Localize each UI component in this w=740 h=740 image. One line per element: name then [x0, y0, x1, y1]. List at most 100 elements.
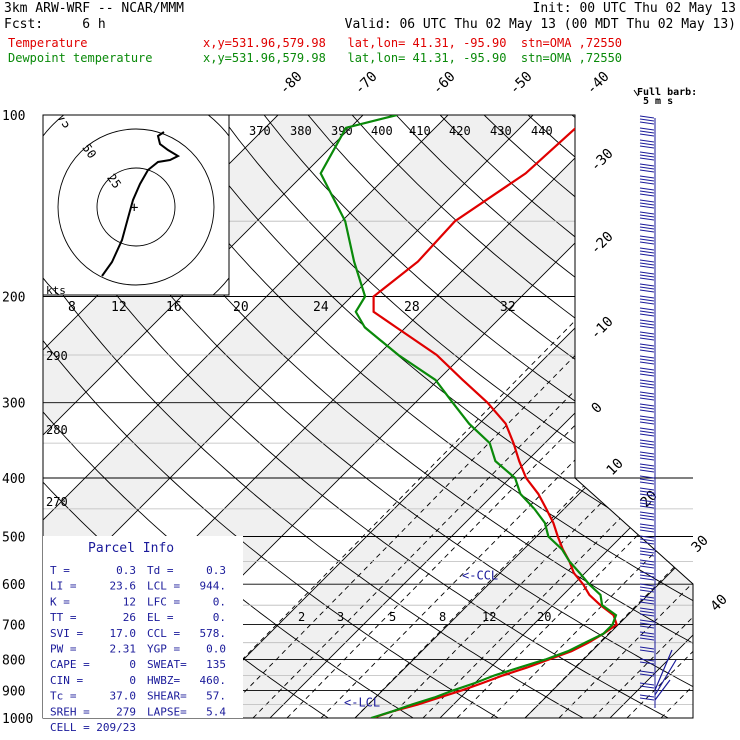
parcel-info-key: LFC = — [147, 595, 180, 608]
wind-barb — [639, 631, 655, 641]
isotherm — [426, 115, 693, 718]
mixing-ratio-label-low: 5 — [389, 610, 396, 624]
parcel-info-value: 0. — [213, 595, 226, 608]
pressure-label: 500 — [2, 531, 25, 546]
pressure-label: 200 — [2, 291, 25, 306]
mixing-ratio-label: 8 — [68, 300, 76, 315]
parcel-info-value: 57. — [206, 690, 226, 703]
moist-adiabat — [695, 297, 740, 719]
parcel-info-value: 209/23 — [96, 721, 136, 734]
parcel-info-key: T = — [50, 564, 70, 577]
wind-barb — [639, 295, 655, 305]
wind-barb — [639, 595, 655, 605]
wind-barb — [639, 463, 655, 473]
parcel-info-key: Tc = — [50, 690, 77, 703]
wind-barb — [639, 271, 655, 281]
pressure-label: 600 — [2, 578, 25, 593]
pressure-label: 100 — [2, 109, 25, 124]
wind-barb — [639, 187, 655, 197]
wind-barb-low — [654, 649, 677, 701]
isotherm-label: -30 — [588, 146, 617, 175]
parcel-marker: <-CCL — [462, 568, 498, 582]
isotherm — [43, 115, 534, 718]
wind-barb — [639, 175, 655, 185]
parcel-info-value: 26 — [123, 611, 136, 624]
parcel-info-key: LI = — [50, 580, 77, 593]
wind-barb — [639, 487, 655, 497]
theta-label: 400 — [371, 124, 393, 138]
wind-barb — [639, 283, 655, 293]
isotherm-label: -40 — [584, 69, 613, 98]
wind-barb — [639, 511, 655, 521]
hodograph-center-cross: + — [130, 200, 138, 216]
parcel-info-key: Td = — [147, 564, 174, 577]
parcel-info-key: SREH = — [50, 705, 90, 718]
mixing-ratio-label: 28 — [404, 300, 420, 315]
wind-barb — [639, 559, 655, 569]
theta-label: 440 — [531, 124, 553, 138]
legend-temperature-label: Temperature — [8, 36, 88, 50]
parcel-info-key: TT = — [50, 611, 77, 624]
parcel-info-key: EL = — [147, 611, 174, 624]
isotherm-label: 40 — [708, 592, 731, 615]
isotherm — [43, 115, 364, 718]
parcel-info-value: 12 — [123, 595, 136, 608]
isotherm-label: -60 — [430, 69, 459, 98]
isotherm — [681, 115, 693, 718]
mixing-ratio-label-low: 3 — [337, 610, 344, 624]
parcel-info-key: SHEAR= — [147, 690, 187, 703]
parcel-info-key: K = — [50, 595, 70, 608]
mixing-ratio-label-low: 2 — [298, 610, 305, 624]
parcel-info-key: CCL = — [147, 627, 180, 640]
parcel-info-key: CAPE = — [50, 658, 90, 671]
parcel-info-value: 0. — [213, 611, 226, 624]
parcel-info-key: LAPSE= — [147, 705, 187, 718]
parcel-info-value: 0.3 — [116, 564, 136, 577]
hodograph-box — [42, 114, 230, 296]
parcel-info-key: YGP = — [147, 643, 180, 656]
init-time: Init: 00 UTC Thu 02 May 13 — [532, 1, 737, 16]
isotherm-label: 10 — [604, 456, 627, 479]
pressure-label: 800 — [2, 654, 25, 669]
theta-label: 420 — [449, 124, 471, 138]
wind-barb — [639, 139, 655, 149]
wind-barb — [639, 319, 655, 329]
valid-time: Valid: 06 UTC Thu 02 May 13 (00 MDT Thu … — [344, 17, 736, 32]
parcel-info-value: 37.0 — [110, 690, 137, 703]
theta-label-left: 280 — [46, 423, 68, 437]
parcel-info-value: 17.0 — [110, 627, 137, 640]
pressure-label: 1000 — [2, 712, 33, 727]
isotherm-label: -50 — [507, 69, 536, 98]
wind-barb — [639, 355, 655, 365]
mixing-ratio-label: 12 — [111, 300, 127, 315]
dewpoint-profile — [319, 115, 618, 718]
wind-barb — [639, 391, 655, 401]
wind-barb — [639, 115, 655, 125]
parcel-info-value: 460. — [200, 674, 227, 687]
wind-barb — [639, 535, 655, 545]
parcel-info-value: 135 — [206, 658, 226, 671]
wind-barb — [639, 343, 655, 353]
wind-barb — [639, 607, 655, 617]
parcel-info-value: 279 — [116, 705, 136, 718]
barb-legend-line2: 5 m s — [643, 96, 673, 107]
mixing-ratio-label: 32 — [500, 300, 516, 315]
wind-barb — [639, 499, 655, 509]
isotherm — [43, 115, 449, 718]
wind-barb — [639, 199, 655, 209]
parcel-info-value: 0 — [129, 674, 136, 687]
wind-barb — [639, 307, 655, 317]
mixing-ratio-label: 16 — [166, 300, 182, 315]
parcel-marker: <-LCL — [344, 696, 380, 710]
isotherm — [256, 115, 693, 718]
hodograph-trace — [101, 131, 181, 277]
hodograph-ring-label: 50 — [79, 141, 99, 161]
barb-legend-icon — [633, 89, 639, 97]
wind-barb — [639, 259, 655, 269]
wind-barb — [639, 670, 655, 677]
wind-barb — [639, 127, 655, 137]
wind-barb — [639, 439, 655, 449]
parcel-info-value: 0.3 — [206, 564, 226, 577]
wind-barb — [639, 415, 655, 425]
